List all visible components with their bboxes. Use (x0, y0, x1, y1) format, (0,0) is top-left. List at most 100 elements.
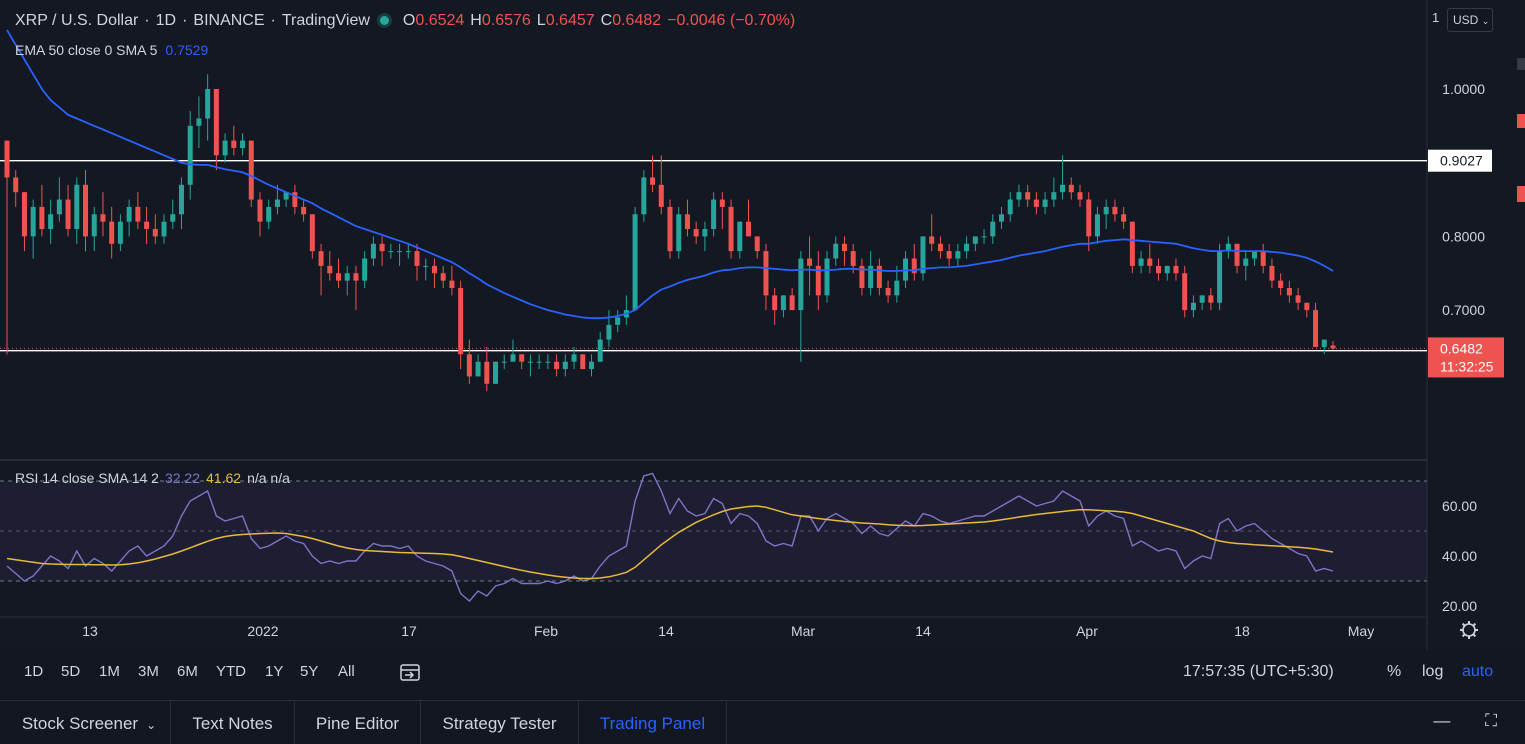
auto-toggle[interactable]: auto (1462, 663, 1494, 680)
candle-body (885, 287, 891, 296)
candle-body (1086, 199, 1092, 237)
currency-select[interactable]: USD ⌄ (1447, 8, 1493, 32)
candle-body (370, 243, 376, 259)
gear-ring (1462, 623, 1476, 637)
candle-body (1129, 221, 1135, 266)
interval[interactable]: 1D (155, 12, 177, 29)
tab-pine-editor[interactable]: Pine Editor (295, 701, 421, 744)
tab-label: Trading Panel (599, 714, 706, 733)
candle-body (536, 361, 542, 363)
candle-body (56, 199, 62, 215)
candle-body (1042, 199, 1048, 207)
tab-label: Pine Editor (315, 714, 400, 733)
chart-area[interactable]: 11.00000.80000.70000.90270.64490.648211:… (0, 0, 1525, 650)
ema-legend[interactable]: EMA 50 close 0 SMA 5 0.7529 (15, 42, 208, 58)
candle-body (1208, 295, 1214, 303)
symbol-legend: XRP / U.S. Dollar · 1D · BINANCE · TradingView… (15, 12, 796, 29)
candle-body (501, 361, 507, 363)
candle-body (1138, 258, 1144, 266)
tab-stock-screener[interactable]: Stock Screener ⌄ (8, 701, 171, 744)
symbol-name[interactable]: XRP / U.S. Dollar (15, 12, 139, 29)
candle-body (135, 206, 141, 222)
candle-body (964, 243, 970, 252)
timeframe-all[interactable]: All (338, 663, 355, 680)
timeframe-5d[interactable]: 5D (61, 663, 81, 680)
candle-body (641, 177, 647, 215)
timeframe-1y[interactable]: 1Y (265, 663, 284, 680)
candle-body (1051, 192, 1057, 200)
candle-body (1147, 258, 1153, 266)
candle-body (929, 236, 935, 244)
candle-body (1007, 199, 1013, 215)
candle-body (1016, 192, 1022, 200)
candle-body (615, 317, 621, 325)
rsi-legend-value: 32.22 (164, 470, 201, 486)
candle-body (937, 243, 943, 252)
candle-body (684, 214, 690, 230)
log-toggle[interactable]: log (1422, 663, 1444, 680)
timeframe-1d[interactable]: 1D (24, 663, 44, 680)
candle-body (187, 125, 193, 185)
candle-body (711, 199, 717, 230)
candle-body (301, 206, 307, 215)
timeframe-3m[interactable]: 3M (138, 663, 159, 680)
candle-body (1068, 184, 1074, 193)
maximize-panel-icon[interactable]: ⛶ (1485, 711, 1497, 730)
candle-body (1156, 265, 1162, 274)
tab-strategy-tester[interactable]: Strategy Tester (421, 701, 579, 744)
candle-body (702, 229, 708, 237)
close-label: C (600, 12, 613, 29)
tab-text-notes[interactable]: Text Notes (171, 701, 295, 744)
candle-body (1286, 287, 1292, 296)
settings-gear-icon[interactable] (1460, 621, 1478, 639)
low-label: L (536, 12, 546, 29)
candle-body (833, 243, 839, 259)
candle-body (746, 221, 752, 237)
date-range-icon[interactable] (398, 662, 422, 684)
last-price-label: 0.6482 (1440, 340, 1483, 356)
candle-body (1251, 251, 1257, 259)
candle-body (257, 199, 263, 222)
candle-body (292, 192, 298, 207)
price-tick-label: 1.0000 (1442, 81, 1485, 97)
candle-body (1304, 302, 1310, 311)
collapse-panel-icon[interactable]: — (1433, 711, 1451, 730)
timeframe-1m[interactable]: 1M (99, 663, 120, 680)
tab-trading-panel[interactable]: Trading Panel (579, 701, 727, 744)
price-chart[interactable]: 11.00000.80000.70000.90270.64490.648211:… (0, 0, 1525, 650)
bottom-panel-tabs: Stock Screener ⌄ Text Notes Pine Editor S… (0, 700, 1525, 744)
timeframe-ytd[interactable]: YTD (216, 663, 246, 680)
candle-body (868, 265, 874, 288)
time-tick-label: 13 (82, 623, 98, 639)
candle-body (1269, 265, 1275, 281)
timeframe-6m[interactable]: 6M (177, 663, 198, 680)
candle-body (379, 243, 385, 252)
candle-body (414, 251, 420, 266)
timeframe-5y[interactable]: 5Y (300, 663, 319, 680)
market-status-icon[interactable] (379, 15, 389, 25)
candle-body (580, 354, 586, 370)
candle-body (1182, 273, 1188, 311)
candle-body (1243, 258, 1249, 266)
candle-body (693, 229, 699, 237)
candle-body (571, 354, 577, 362)
percent-toggle[interactable]: % (1387, 663, 1402, 680)
candle-body (231, 140, 237, 148)
clock-timezone[interactable]: 17:57:35 (UTC+5:30) (1183, 663, 1334, 680)
ema-legend-text: EMA 50 close 0 SMA 5 (15, 42, 158, 58)
candle-body (152, 229, 158, 237)
change-value: −0.0046 (−0.70%) (667, 12, 796, 29)
candle-body (397, 251, 403, 253)
candle-body (117, 221, 123, 244)
candle-body (597, 339, 603, 362)
chevron-down-icon[interactable]: ⌄ (146, 718, 157, 732)
candle-body (1234, 243, 1240, 266)
candle-body (719, 199, 725, 207)
time-tick-label: May (1348, 623, 1374, 639)
candle-body (1260, 251, 1266, 266)
timeframe-bar: 1D 5D 1M 3M 6M YTD 1Y 5Y All 17:57:35 (U… (0, 650, 1525, 696)
rsi-legend[interactable]: RSI 14 close SMA 14 2 32.22 41.62 n/a n/a (15, 470, 290, 486)
high-label: H (470, 12, 482, 29)
candle-body (336, 273, 341, 281)
candle-body (205, 89, 211, 119)
